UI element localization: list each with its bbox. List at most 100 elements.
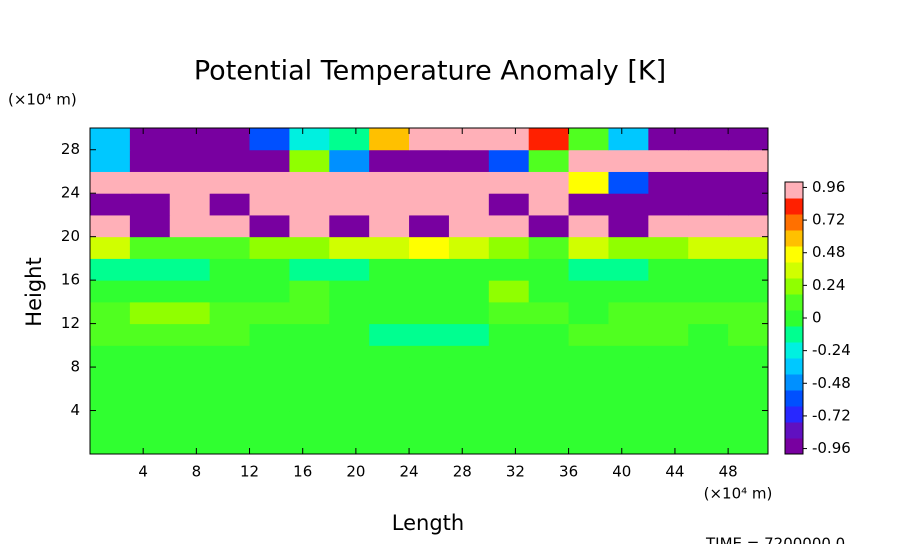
cell (369, 410, 410, 433)
cell (608, 149, 649, 172)
cell (648, 367, 689, 390)
cell (90, 432, 131, 455)
cell (688, 280, 729, 303)
cell (728, 149, 769, 172)
cell (409, 128, 450, 151)
cell (448, 193, 490, 216)
cell (448, 171, 490, 194)
cell (568, 214, 609, 238)
x-tick-label: 28 (453, 463, 472, 481)
cell (568, 258, 609, 281)
cell (648, 258, 689, 281)
cell (409, 214, 450, 238)
cell (728, 432, 769, 455)
cell (169, 301, 211, 325)
cell (209, 323, 251, 346)
cell (648, 236, 689, 259)
cell (488, 171, 530, 194)
cell (90, 323, 131, 346)
colorbar-tick-label: -0.72 (812, 406, 851, 424)
cell (209, 301, 251, 325)
cell (688, 236, 729, 259)
cell (209, 214, 251, 238)
cell (249, 410, 290, 433)
colorbar-swatch (785, 438, 803, 455)
cell (648, 388, 689, 412)
cell (369, 193, 410, 216)
cell (369, 171, 410, 194)
cell (409, 367, 450, 390)
cell (528, 280, 570, 303)
cell (289, 345, 330, 368)
cell (329, 410, 370, 433)
cell (409, 236, 450, 259)
cell (329, 258, 370, 281)
cell (608, 214, 649, 238)
cell (289, 367, 330, 390)
cell (608, 432, 649, 455)
cell (249, 432, 290, 455)
cell (289, 301, 330, 325)
cell (528, 301, 570, 325)
cell (608, 367, 649, 390)
cell (289, 236, 330, 259)
cell (249, 388, 290, 412)
cell (369, 128, 410, 151)
cell (568, 236, 609, 259)
cell (90, 236, 131, 259)
cell (329, 345, 370, 368)
cell (568, 128, 609, 151)
cell (169, 236, 211, 259)
cell (488, 193, 530, 216)
cell (129, 280, 171, 303)
colorbar-swatch (785, 390, 803, 407)
cell (129, 149, 171, 172)
cell (209, 345, 251, 368)
cell (289, 193, 330, 216)
cell (688, 258, 729, 281)
cell (488, 128, 530, 151)
cell (568, 410, 609, 433)
x-axis-label: Length (392, 511, 464, 535)
cell (249, 258, 290, 281)
cell (608, 323, 649, 346)
cell (488, 280, 530, 303)
colorbar-swatch (785, 182, 803, 199)
cell (209, 149, 251, 172)
cell (129, 128, 171, 151)
cell (329, 323, 370, 346)
cell (329, 432, 370, 455)
cell (129, 323, 171, 346)
cell (289, 432, 330, 455)
cell (289, 388, 330, 412)
cell (129, 214, 171, 238)
colorbar-swatch (785, 278, 803, 295)
cell (448, 214, 490, 238)
cell (608, 258, 649, 281)
cell (249, 193, 290, 216)
cell (369, 367, 410, 390)
cell (129, 236, 171, 259)
cell (608, 410, 649, 433)
colorbar-tick-label: -0.24 (812, 341, 851, 359)
colorbar-swatch (785, 262, 803, 279)
cell (90, 410, 131, 433)
cell (329, 388, 370, 412)
cell (728, 410, 769, 433)
cell (369, 323, 410, 346)
cell (608, 236, 649, 259)
cell (209, 236, 251, 259)
cell (728, 345, 769, 368)
cell (209, 258, 251, 281)
cell (129, 345, 171, 368)
colorbar-tick-label: 0.96 (812, 178, 845, 196)
cell (289, 149, 330, 172)
cell (249, 236, 290, 259)
cell (488, 432, 530, 455)
cell (688, 128, 729, 151)
cell (728, 128, 769, 151)
cell (488, 236, 530, 259)
cell (289, 323, 330, 346)
